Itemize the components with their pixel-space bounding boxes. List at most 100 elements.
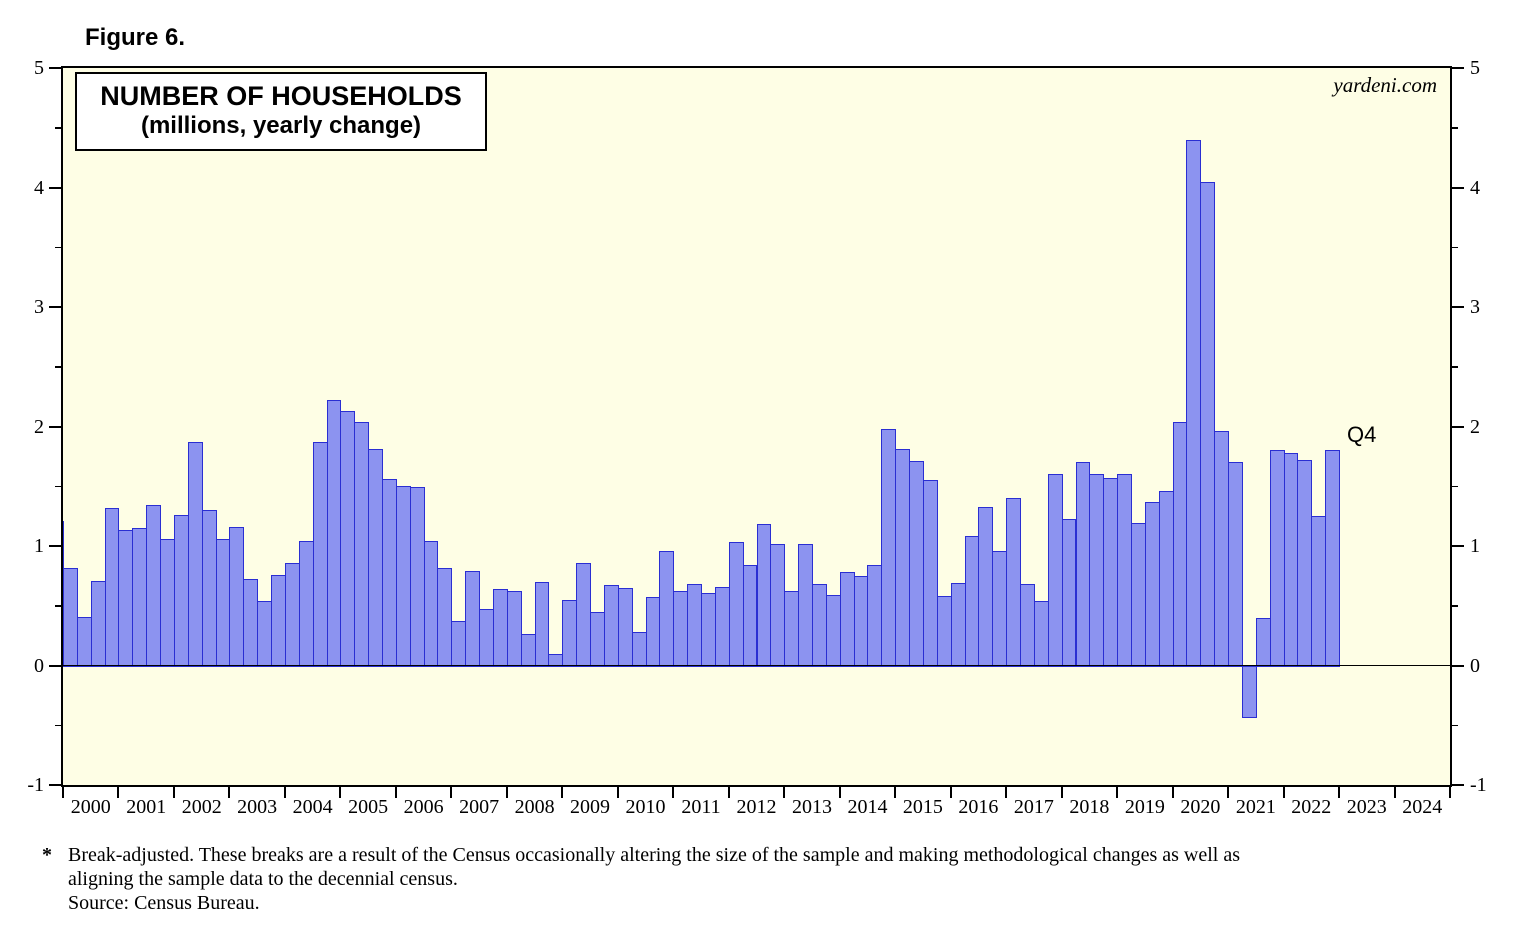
x-tick-10 xyxy=(616,787,619,798)
bar-2020Q1 xyxy=(1172,421,1188,667)
y-minortick-left-4.5 xyxy=(55,127,61,129)
x-tick-9 xyxy=(561,787,564,798)
bar-2021Q3 xyxy=(1255,617,1271,667)
x-label-2009: 2009 xyxy=(570,796,611,818)
bar-2008Q2 xyxy=(520,634,536,667)
chart-subtitle: (millions, yearly change) xyxy=(140,112,422,139)
x-tick-11 xyxy=(672,787,675,798)
y-minortick-right-2.5 xyxy=(1452,366,1458,368)
bar-2014Q3 xyxy=(867,565,883,667)
y-tick-right-0 xyxy=(1452,664,1464,667)
x-label-2007: 2007 xyxy=(459,796,500,818)
y-minortick-right-1.5 xyxy=(1452,485,1458,487)
chart-title: NUMBER OF HOUSEHOLDS xyxy=(100,81,462,111)
bar-2016Q3 xyxy=(978,506,994,667)
x-label-2021: 2021 xyxy=(1235,796,1276,818)
x-label-2022: 2022 xyxy=(1291,796,1332,818)
y-tick-left-3 xyxy=(49,306,61,308)
bar-2022Q1 xyxy=(1283,452,1299,667)
y-minortick-left-2.5 xyxy=(55,366,61,368)
y-tick-right-2 xyxy=(1452,425,1464,428)
bar-2009Q2 xyxy=(576,562,592,667)
footnote-line1: Break-adjusted. These breaks are a resul… xyxy=(68,844,1241,866)
bar-2002Q4 xyxy=(215,538,231,667)
bar-2018Q1 xyxy=(1061,518,1077,667)
x-tick-18 xyxy=(1060,787,1063,798)
bar-2003Q4 xyxy=(271,574,286,667)
bar-2015Q1 xyxy=(895,449,911,667)
bar-2006Q4 xyxy=(437,567,453,667)
x-tick-1 xyxy=(117,787,120,798)
bar-2014Q4 xyxy=(881,428,897,667)
footnote: * Break-adjusted. These breaks are a res… xyxy=(42,843,1472,915)
x-tick-8 xyxy=(505,787,508,798)
bar-2010Q3 xyxy=(645,597,661,667)
bar-2017Q2 xyxy=(1020,584,1035,667)
footnote-marker: * xyxy=(42,844,52,866)
bar-2014Q1 xyxy=(839,572,855,667)
y-tick-right-4 xyxy=(1452,186,1464,189)
bar-2012Q3 xyxy=(756,524,772,667)
x-tick-24 xyxy=(1393,787,1396,798)
bar-2015Q2 xyxy=(909,461,924,667)
bar-2016Q4 xyxy=(992,550,1008,667)
bar-2002Q3 xyxy=(201,510,217,667)
x-tick-0 xyxy=(62,787,64,798)
y-label-left-4: 4 xyxy=(34,176,44,199)
bar-2017Q3 xyxy=(1033,600,1049,667)
y-minortick-left-3.5 xyxy=(55,246,61,248)
y-minortick-right-0.5 xyxy=(1452,605,1458,607)
x-label-2018: 2018 xyxy=(1069,796,1110,818)
bar-2004Q1 xyxy=(284,562,300,667)
bar-2003Q3 xyxy=(257,600,273,667)
x-tick-16 xyxy=(949,787,952,798)
bar-2010Q4 xyxy=(659,550,675,667)
x-tick-19 xyxy=(1116,787,1119,798)
footnote-line2: aligning the sample data to the decennia… xyxy=(68,868,458,890)
x-tick-2 xyxy=(172,787,175,798)
bar-2001Q3 xyxy=(146,505,162,667)
bar-2013Q4 xyxy=(825,594,841,667)
bar-2004Q4 xyxy=(326,400,342,667)
bar-2015Q3 xyxy=(922,480,938,667)
bar-2019Q3 xyxy=(1144,501,1160,667)
bar-2000Q1 xyxy=(63,567,78,667)
figure-label: Figure 6. xyxy=(85,24,186,51)
plot-area: yardeni.com NUMBER OF HOUSEHOLDS (millio… xyxy=(61,66,1452,787)
bar-2004Q2 xyxy=(298,541,314,667)
bar-2013Q1 xyxy=(784,591,800,667)
bar-2015Q4 xyxy=(936,596,952,667)
bar-2002Q2 xyxy=(187,442,203,667)
y-tick-left-0 xyxy=(49,664,61,667)
bar-2001Q2 xyxy=(132,528,148,667)
y-tick-left--1 xyxy=(49,784,61,786)
bar-2001Q1 xyxy=(118,530,134,667)
bar-2006Q2 xyxy=(409,487,425,667)
bar-2007Q4 xyxy=(492,589,508,667)
y-minortick-right-3.5 xyxy=(1452,246,1458,248)
bar-2009Q4 xyxy=(603,585,619,667)
bar-2014Q2 xyxy=(853,575,869,667)
x-label-2019: 2019 xyxy=(1124,796,1165,818)
x-tick-4 xyxy=(283,787,286,798)
y-tick-right-5 xyxy=(1452,67,1464,69)
bar-2018Q2 xyxy=(1075,462,1091,667)
bar-2017Q4 xyxy=(1047,474,1063,667)
bar-2009Q1 xyxy=(562,599,578,667)
bar-2001Q4 xyxy=(160,538,175,667)
bar-2022Q4 xyxy=(1325,450,1341,667)
bar-2004Q3 xyxy=(312,442,328,667)
y-tick-left-4 xyxy=(49,186,61,189)
bar-2005Q4 xyxy=(382,479,397,667)
bar-2010Q2 xyxy=(631,632,647,667)
bar-2018Q3 xyxy=(1089,474,1105,667)
x-label-2002: 2002 xyxy=(181,796,222,818)
x-label-2006: 2006 xyxy=(403,796,444,818)
bar-2007Q3 xyxy=(479,609,494,667)
bar-2000Q3 xyxy=(90,580,106,667)
last-point-annotation: Q4 xyxy=(1347,422,1377,448)
y-minortick-left--0.5 xyxy=(55,724,61,726)
bar-2003Q2 xyxy=(243,579,259,667)
y-label-right-2: 2 xyxy=(1470,415,1480,438)
y-label-left-0: 0 xyxy=(34,654,44,677)
